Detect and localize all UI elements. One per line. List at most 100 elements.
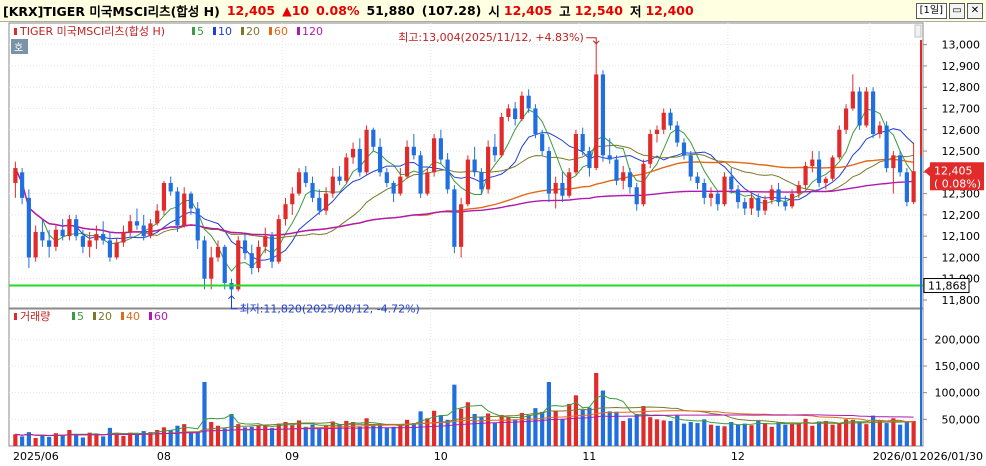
- volume-bar: [648, 417, 653, 446]
- candle-body: [371, 129, 376, 147]
- candle-body: [479, 172, 484, 190]
- candle-body: [526, 95, 531, 109]
- candle-body: [459, 204, 464, 247]
- volume-legend-title: 거래량: [20, 310, 50, 323]
- candle-body: [486, 146, 491, 190]
- volume-bar: [823, 420, 828, 446]
- price-tick-label: 12,000: [942, 251, 981, 264]
- candle-body: [377, 146, 383, 173]
- legend-item-label: 40: [126, 310, 140, 323]
- ma-line-20: [14, 144, 914, 240]
- date-label: 10: [434, 450, 448, 463]
- volume-bar: [47, 436, 52, 446]
- candle-body: [600, 74, 606, 156]
- period-button[interactable]: [1일]: [915, 3, 947, 19]
- candle-body: [634, 187, 639, 205]
- volume-bar: [371, 425, 376, 446]
- volume-bar: [891, 418, 896, 446]
- candle-body: [472, 159, 477, 173]
- candle-body: [40, 231, 45, 241]
- volume-bar: [182, 424, 187, 446]
- candle-body: [722, 176, 727, 205]
- open-price: 12,405: [503, 3, 553, 18]
- candle-body: [182, 193, 187, 226]
- volume-bar: [452, 384, 457, 446]
- candle-body: [53, 229, 58, 247]
- volume-bar: [816, 421, 822, 446]
- volume-bar: [654, 419, 660, 446]
- candle-body: [681, 142, 687, 156]
- volume-bar: [114, 434, 119, 446]
- candle-body: [290, 193, 295, 205]
- volume-bar: [695, 423, 700, 446]
- volume-bar: [209, 422, 214, 446]
- candle-body: [688, 155, 693, 177]
- volume-bar: [398, 424, 403, 446]
- candle-body: [384, 172, 389, 183]
- volume-bar: [715, 425, 720, 446]
- candle-body: [607, 155, 612, 160]
- candle-body: [540, 134, 545, 152]
- volume-bar: [587, 407, 592, 446]
- candle-body: [742, 202, 747, 209]
- volume-bar: [783, 424, 788, 446]
- volume-bar: [627, 418, 633, 446]
- low-price: 12,400: [645, 3, 694, 18]
- volume-bar: [688, 422, 693, 446]
- candle-body: [465, 159, 470, 205]
- candle-body: [864, 91, 869, 126]
- candle-body: [33, 231, 38, 258]
- current-price-label: 12,405: [934, 164, 973, 177]
- candle-body: [708, 193, 714, 198]
- volume-bar: [121, 435, 126, 446]
- candle-body: [411, 146, 416, 156]
- close-icon[interactable]: ✕: [967, 3, 983, 19]
- ma-line-10: [14, 128, 914, 261]
- open-label: 시: [488, 4, 500, 19]
- volume-tick-label: 150,000: [935, 360, 981, 373]
- candle-body: [242, 240, 248, 254]
- candle-body: [276, 219, 281, 262]
- volume-bar: [236, 424, 241, 446]
- volume-bar: [594, 372, 599, 446]
- volume-bar: [364, 418, 369, 446]
- restore-icon[interactable]: ▭: [949, 3, 965, 19]
- candle-body: [195, 208, 200, 241]
- legend-swatch-icon: [72, 312, 75, 320]
- volume-bar: [668, 420, 673, 446]
- candle-body: [749, 197, 754, 209]
- candle-body: [432, 138, 437, 173]
- candle-body: [94, 234, 99, 241]
- current-price-box: [930, 162, 984, 191]
- volume-bar: [634, 414, 639, 446]
- trade-volume: 51,880: [366, 3, 415, 18]
- candle-body: [627, 172, 633, 188]
- current-price-arrow-icon: [924, 166, 930, 177]
- volume-bar: [432, 410, 437, 446]
- volume-bar: [357, 426, 362, 446]
- candle-body: [594, 74, 599, 169]
- candle-body: [492, 146, 497, 156]
- volume-bar: [486, 413, 491, 446]
- price-volume-chart[interactable]: 13,000 12,900 12,800 12,700 12,600 12,500 12,4…: [0, 22, 986, 466]
- volume-bar: [242, 427, 248, 446]
- volume-bar: [148, 432, 153, 446]
- volume-bar: [540, 411, 545, 446]
- candle-body: [404, 146, 410, 177]
- price-change: ▲10: [282, 3, 310, 18]
- legend-swatch-icon: [241, 27, 244, 35]
- candle-body: [837, 129, 842, 158]
- candle-body: [155, 210, 160, 224]
- mode-badge[interactable]: [11, 39, 28, 54]
- volume-bar: [134, 434, 140, 446]
- volume-bar: [560, 418, 565, 446]
- scroll-handle[interactable]: [914, 24, 922, 38]
- volume-bar: [330, 421, 335, 446]
- volume-bar: [94, 433, 99, 446]
- candle-body: [141, 225, 146, 237]
- volume-bar: [377, 424, 383, 446]
- candle-body: [506, 108, 511, 117]
- candle-body: [857, 91, 862, 126]
- price-gridlines: [9, 44, 923, 420]
- candle-body: [209, 257, 214, 279]
